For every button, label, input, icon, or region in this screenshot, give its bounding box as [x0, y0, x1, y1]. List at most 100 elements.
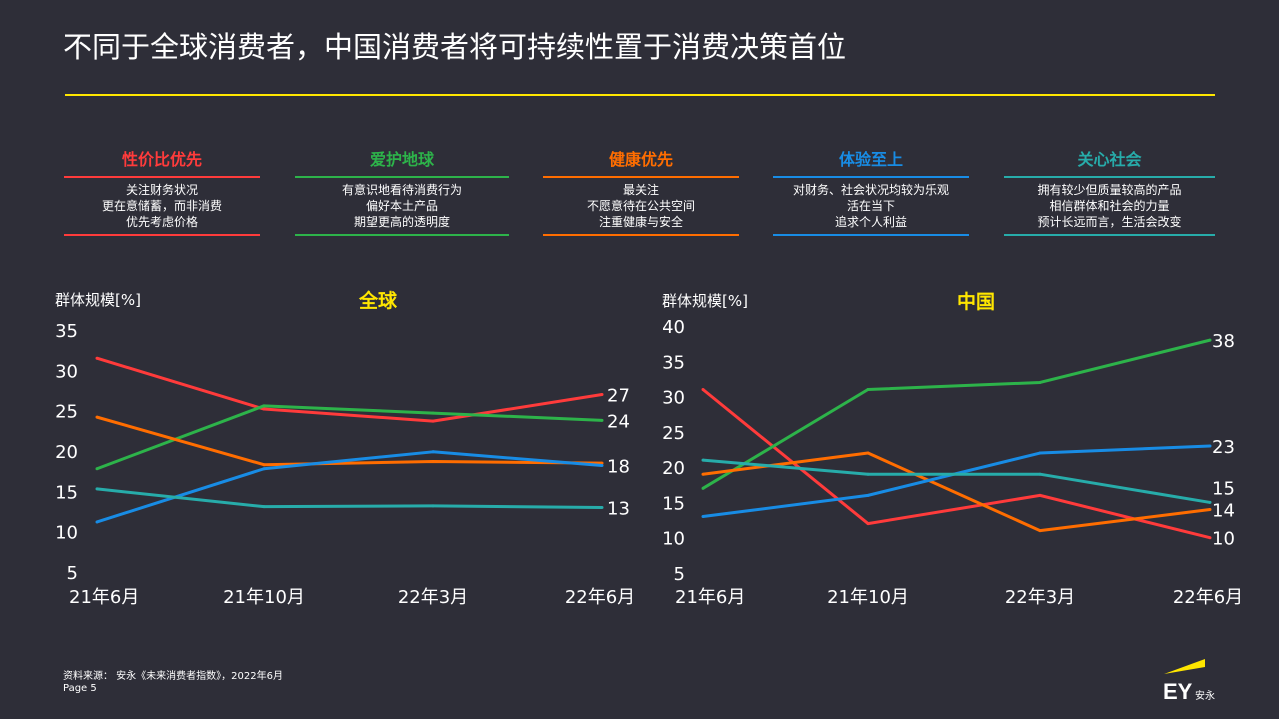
- china-end-data-label: 38: [1212, 331, 1235, 352]
- china-y-tick-label: 10: [662, 529, 685, 550]
- global-end-data-label: 18: [607, 457, 630, 478]
- global-end-data-label: 24: [607, 411, 630, 432]
- global-x-tick-label: 21年6月: [69, 587, 139, 608]
- global-data-point: [95, 467, 99, 471]
- segment-experience-first: 体验至上 对财务、社会状况均较为乐观 活在当下 追求个人利益: [773, 148, 969, 240]
- china-x-tick-label: 21年6月: [675, 587, 745, 608]
- global-y-tick-label: 20: [55, 442, 78, 463]
- segment-divider: [1004, 176, 1215, 178]
- china-data-point: [866, 522, 870, 526]
- global-y-tick-label: 5: [67, 563, 78, 584]
- global-data-point: [262, 467, 266, 471]
- segment-desc-2: 相信群体和社会的力量: [1049, 199, 1170, 213]
- global-y-tick-label: 35: [55, 321, 78, 342]
- global-series-line: [96, 404, 603, 471]
- global-data-point: [600, 505, 604, 509]
- china-y-tick-label: 25: [662, 423, 685, 444]
- segment-desc-1: 有意识地看待消费行为: [341, 183, 462, 197]
- global-data-point: [95, 487, 99, 491]
- china-data-point: [1038, 472, 1042, 476]
- global-x-tick-label: 22年6月: [565, 587, 635, 608]
- china-series-line: [702, 338, 1211, 490]
- china-data-point: [1208, 507, 1212, 511]
- china-series-line: [702, 388, 1211, 540]
- china-y-tick-label: 35: [662, 352, 685, 373]
- global-data-point: [431, 504, 435, 508]
- segment-title: 爱护地球: [369, 150, 434, 169]
- segment-desc-1: 关注财务状况: [125, 183, 198, 197]
- china-y-tick-label: 30: [662, 388, 685, 409]
- china-data-point: [1208, 536, 1212, 540]
- china-data-point: [701, 388, 705, 392]
- global-data-point: [431, 419, 435, 423]
- china-series-line: [702, 451, 1211, 533]
- global-series-line: [96, 415, 603, 467]
- china-data-point: [1038, 493, 1042, 497]
- global-data-point: [262, 505, 266, 509]
- global-data-point: [95, 520, 99, 524]
- china-x-tick-label: 22年3月: [1005, 587, 1075, 608]
- segment-health-first: 健康优先 最关注 不愿意待在公共空间 注重健康与安全: [543, 148, 739, 240]
- global-y-tick-label: 30: [55, 361, 78, 382]
- global-data-point: [262, 404, 266, 408]
- global-x-tick-label: 21年10月: [223, 587, 305, 608]
- china-data-point: [701, 458, 705, 462]
- china-data-point: [1038, 529, 1042, 533]
- china-data-point: [1208, 338, 1212, 342]
- china-end-data-label: 15: [1212, 478, 1235, 499]
- china-x-tick-label: 21年10月: [827, 587, 909, 608]
- global-data-point: [262, 407, 266, 411]
- china-data-point: [1038, 451, 1042, 455]
- segment-title: 关心社会: [1077, 150, 1142, 169]
- page-number: Page 5: [63, 683, 97, 694]
- china-chart-title: 中国: [956, 291, 996, 313]
- china-data-point: [701, 472, 705, 476]
- title-divider: [65, 94, 1215, 96]
- segment-desc-2: 不愿意待在公共空间: [586, 199, 695, 213]
- segment-divider: [543, 234, 739, 236]
- global-y-tick-label: 25: [55, 402, 78, 423]
- china-series-line: [702, 444, 1211, 519]
- segment-desc-2: 活在当下: [846, 199, 895, 213]
- segment-desc-3: 优先考虑价格: [125, 215, 198, 229]
- global-y-tick-label: 10: [55, 523, 78, 544]
- global-chart-title: 全球: [358, 290, 398, 312]
- global-data-point: [262, 463, 266, 467]
- segment-desc-1: 最关注: [622, 183, 659, 197]
- global-data-point: [431, 450, 435, 454]
- page-title: 不同于全球消费者，中国消费者将可持续性置于消费决策首位: [63, 30, 847, 64]
- global-end-data-label: 27: [607, 386, 630, 407]
- global-series-line: [96, 356, 603, 423]
- segment-divider: [773, 176, 969, 178]
- segment-planet-first: 爱护地球 有意识地看待消费行为 偏好本土产品 期望更高的透明度: [295, 148, 509, 240]
- segment-divider: [64, 234, 260, 236]
- segment-divider: [543, 176, 739, 178]
- segment-desc-1: 拥有较少但质量较高的产品: [1037, 183, 1182, 197]
- global-series-line: [96, 450, 603, 524]
- global-data-point: [95, 356, 99, 360]
- svg-text:安永: 安永: [1195, 689, 1215, 702]
- china-end-data-label: 23: [1212, 437, 1235, 458]
- china-end-data-label: 10: [1212, 529, 1235, 550]
- segment-desc-3: 追求个人利益: [834, 215, 907, 229]
- global-data-point: [600, 461, 604, 465]
- china-y-tick-label: 15: [662, 493, 685, 514]
- ey-logo: EY 安永: [1160, 657, 1230, 704]
- china-data-point: [866, 472, 870, 476]
- global-y-tick-label: 15: [55, 482, 78, 503]
- ey-logo-mark: EY 安永: [1163, 659, 1215, 704]
- china-data-point: [701, 515, 705, 519]
- china-data-point: [866, 451, 870, 455]
- china-series-line: [702, 458, 1211, 504]
- global-data-point: [600, 464, 604, 468]
- segment-divider: [64, 176, 260, 178]
- global-data-point: [431, 411, 435, 415]
- china-x-tick-label: 22年6月: [1173, 587, 1243, 608]
- china-data-point: [1208, 500, 1212, 504]
- global-chart-ylabel: 群体规模[%]: [55, 291, 141, 309]
- china-data-point: [701, 486, 705, 490]
- segment-desc-1: 对财务、社会状况均较为乐观: [792, 183, 949, 197]
- segment-title: 健康优先: [608, 150, 673, 169]
- segment-desc-2: 偏好本土产品: [365, 199, 438, 213]
